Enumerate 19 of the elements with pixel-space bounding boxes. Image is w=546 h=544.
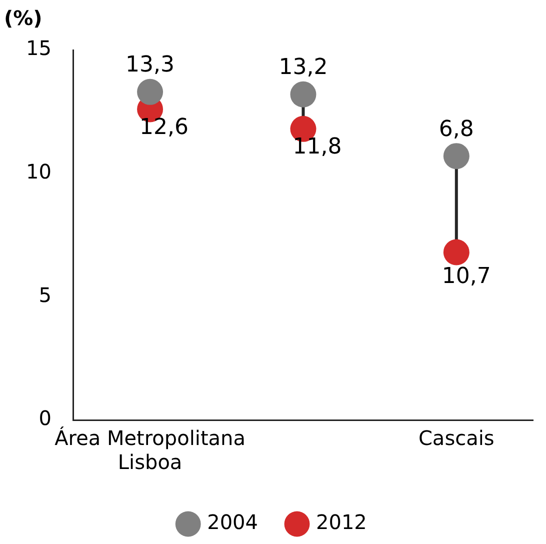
y-tick-label: 10 <box>26 160 52 184</box>
point <box>443 143 470 170</box>
data-label: 13,3 <box>126 52 175 78</box>
y-tick-label: 15 <box>26 36 52 60</box>
annotation: 6,8 <box>438 116 474 142</box>
point <box>137 78 164 105</box>
y-tick-label: 0 <box>38 406 52 430</box>
x-tick-label: Cascais <box>418 426 494 450</box>
data-label: 13,2 <box>278 55 328 80</box>
data-label: 11,8 <box>292 134 342 160</box>
point <box>443 239 470 266</box>
y-axis-title: (%) <box>4 6 42 30</box>
legend-label: 2012 <box>316 510 367 534</box>
annotation: 10,7 <box>442 264 491 289</box>
legend-label: 2004 <box>207 510 258 534</box>
point <box>290 81 316 108</box>
data-label: 12,6 <box>140 114 189 140</box>
y-tick-label: 5 <box>38 282 52 307</box>
x-tick-label: Área Metropolitana Lisboa <box>54 426 246 474</box>
